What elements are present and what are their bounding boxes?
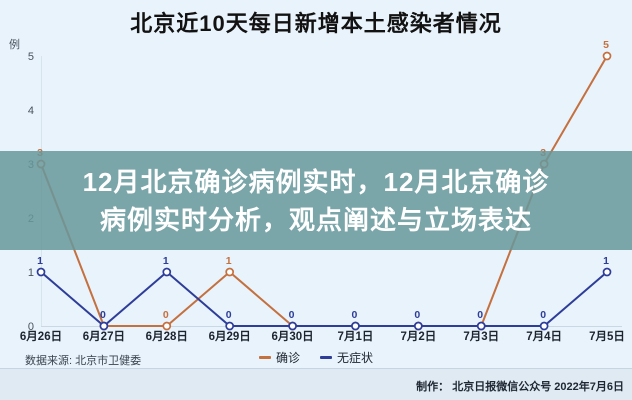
- y-tick-label: 0: [28, 321, 34, 333]
- data-point-marker: [36, 267, 46, 277]
- data-point-marker: [539, 321, 549, 331]
- legend-item: 确诊: [258, 349, 300, 366]
- data-point-marker: [602, 267, 612, 277]
- data-point-label: 0: [540, 309, 546, 321]
- x-tick-label: 6月27日: [83, 330, 125, 343]
- data-point-label: 0: [100, 309, 106, 321]
- data-point-marker: [225, 267, 235, 277]
- data-point-label: 5: [603, 39, 609, 51]
- data-point-marker: [288, 321, 297, 331]
- y-axis-unit-label: 例: [9, 37, 20, 51]
- y-tick-label: 1: [28, 267, 34, 279]
- x-tick-label: 7月3日: [463, 330, 499, 343]
- legend-label: 无症状: [337, 351, 374, 365]
- data-point-label: 0: [477, 309, 483, 321]
- data-point-label: 0: [289, 309, 295, 321]
- banner-text-line1: 12月北京确诊病例实时，12月北京确诊: [82, 166, 550, 197]
- source-note: 数据来源: 北京市卫健委: [25, 355, 142, 367]
- banner-text-line2: 病例实时分析，观点阐述与立场表达: [99, 204, 532, 235]
- data-point-marker: [99, 321, 109, 331]
- y-tick-label: 5: [28, 51, 34, 63]
- data-point-label: 0: [414, 309, 420, 321]
- data-point-label: 1: [163, 255, 169, 267]
- footer-bar: 制作： 北京日报微信公众号 2022年7月6日: [0, 368, 632, 400]
- data-point-marker: [476, 321, 486, 331]
- legend-label: 确诊: [275, 351, 300, 365]
- x-tick-label: 7月5日: [589, 330, 625, 343]
- legend: 确诊 无症状: [0, 349, 632, 366]
- x-tick-label: 7月4日: [526, 330, 562, 343]
- x-tick-label: 6月29日: [209, 330, 251, 343]
- legend-item: 无症状: [320, 349, 373, 366]
- data-point-marker: [225, 321, 235, 331]
- data-point-marker: [351, 321, 360, 331]
- data-point-label: 0: [352, 309, 358, 321]
- x-tick-label: 7月2日: [400, 330, 436, 343]
- legend-dash-icon: [258, 356, 271, 359]
- series-line: [40, 271, 608, 327]
- data-point-marker: [162, 321, 172, 331]
- y-tick-label: 4: [28, 105, 34, 117]
- data-point-marker: [602, 51, 612, 61]
- data-point-label: 1: [37, 255, 43, 267]
- data-point-label: 0: [226, 309, 232, 321]
- data-point-label: 1: [226, 255, 232, 267]
- x-tick-label: 6月28日: [146, 330, 188, 343]
- credit-note: 制作： 北京日报微信公众号 2022年7月6日: [416, 381, 624, 393]
- data-point-label: 0: [163, 309, 169, 321]
- data-point-label: 1: [603, 255, 609, 267]
- x-tick-label: 6月30日: [271, 330, 313, 343]
- legend-dash-icon: [320, 356, 332, 359]
- x-tick-label: 7月1日: [338, 330, 374, 343]
- data-point-marker: [413, 321, 423, 331]
- data-point-marker: [162, 267, 172, 277]
- x-tick-label: 6月26日: [20, 330, 62, 343]
- chart-title: 北京近10天每日新增本土感染者情况: [130, 11, 502, 36]
- overlay-banner: 12月北京确诊病例实时，12月北京确诊 病例实时分析，观点阐述与立场表达: [0, 151, 632, 250]
